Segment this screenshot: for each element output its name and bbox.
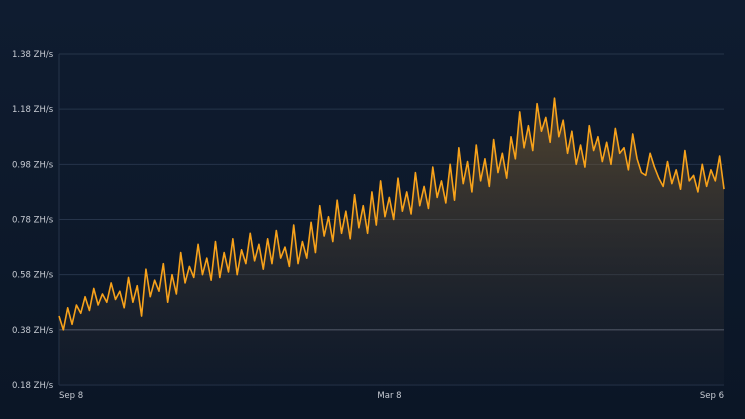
area-fill-path xyxy=(59,98,724,385)
y-tick-label: 0.18 ZH/s xyxy=(12,381,54,391)
y-axis-ticks: 1.38 ZH/s 1.18 ZH/s 0.98 ZH/s 0.78 ZH/s 0.58… xyxy=(12,50,54,391)
x-axis-ticks: Sep 8 Mar 8 Sep 6 xyxy=(59,391,724,401)
x-tick-label: Sep 8 xyxy=(59,391,83,401)
y-tick-label: 0.58 ZH/s xyxy=(12,271,54,281)
y-tick-label: 0.78 ZH/s xyxy=(12,216,54,226)
x-tick-label: Sep 6 xyxy=(700,391,724,401)
y-tick-label: 0.98 ZH/s xyxy=(12,160,54,170)
hashrate-line xyxy=(58,97,725,331)
x-tick-label: Mar 8 xyxy=(377,391,401,401)
y-tick-label: 1.18 ZH/s xyxy=(12,105,54,115)
area-fill xyxy=(59,98,724,385)
y-tick-label: 1.38 ZH/s xyxy=(12,50,54,60)
series-line xyxy=(58,97,725,331)
y-tick-label: 0.38 ZH/s xyxy=(12,326,54,336)
